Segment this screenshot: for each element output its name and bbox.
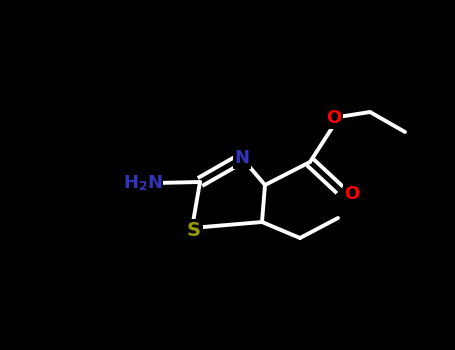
Text: O: O (326, 109, 342, 127)
Text: 2: 2 (139, 181, 148, 194)
Text: N: N (234, 149, 249, 167)
Text: O: O (344, 185, 359, 203)
Text: N: N (147, 174, 162, 192)
Text: S: S (187, 220, 201, 239)
Text: H: H (123, 174, 138, 192)
